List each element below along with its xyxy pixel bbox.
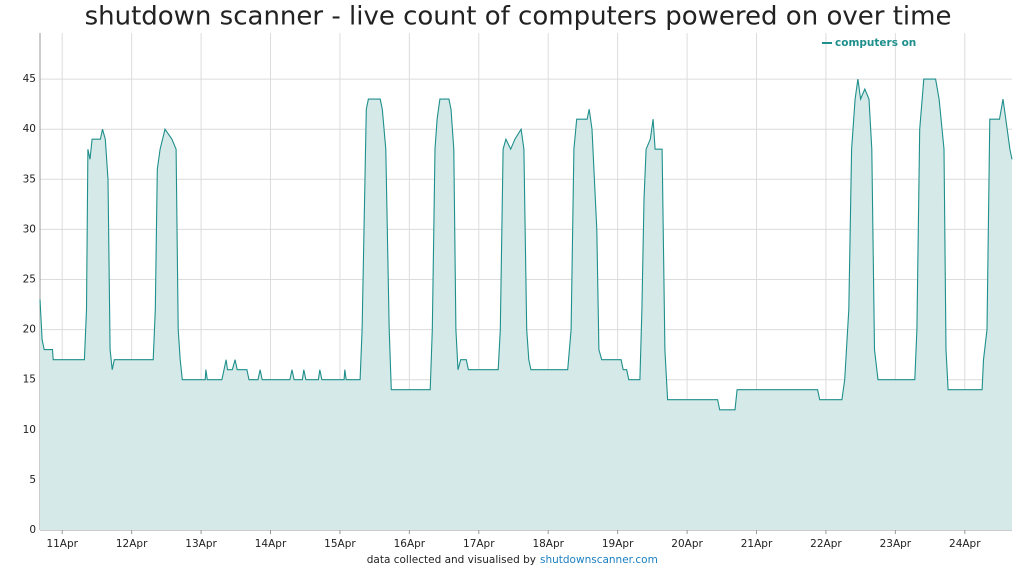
y-tick-label: 5 — [29, 474, 36, 486]
x-tick-label: 13Apr — [185, 538, 217, 550]
x-tick-label: 21Apr — [741, 538, 773, 550]
y-tick-label: 20 — [23, 324, 36, 336]
x-tick-label: 19Apr — [602, 538, 634, 550]
source-link[interactable]: shutdownscanner.com — [540, 554, 658, 566]
y-tick-label: 40 — [23, 123, 36, 135]
y-tick-label: 45 — [23, 73, 36, 85]
x-tick-label: 12Apr — [116, 538, 148, 550]
x-tick-label: 20Apr — [671, 538, 703, 550]
legend-label: computers on — [835, 37, 916, 49]
x-tick-label: 17Apr — [463, 538, 495, 550]
x-tick-label: 11Apr — [46, 538, 78, 550]
x-tick-label: 23Apr — [880, 538, 912, 550]
y-tick-label: 25 — [23, 273, 36, 285]
line — [39, 78, 1013, 411]
source-text: data collected and visualised by — [367, 554, 536, 566]
y-tick-label: 0 — [29, 524, 36, 536]
x-tick-label: 24Apr — [949, 538, 981, 550]
y-tick-label: 15 — [23, 374, 36, 386]
x-tick-label: 14Apr — [255, 538, 287, 550]
y-tick-label: 35 — [23, 173, 36, 185]
chart-title: shutdown scanner - live count of compute… — [85, 2, 952, 32]
y-tick-label: 10 — [23, 424, 36, 436]
x-tick-label: 16Apr — [394, 538, 426, 550]
x-tick-label: 18Apr — [532, 538, 564, 550]
x-tick-label: 22Apr — [810, 538, 842, 550]
x-tick-label: 15Apr — [324, 538, 356, 550]
y-tick-label: 30 — [23, 223, 36, 235]
